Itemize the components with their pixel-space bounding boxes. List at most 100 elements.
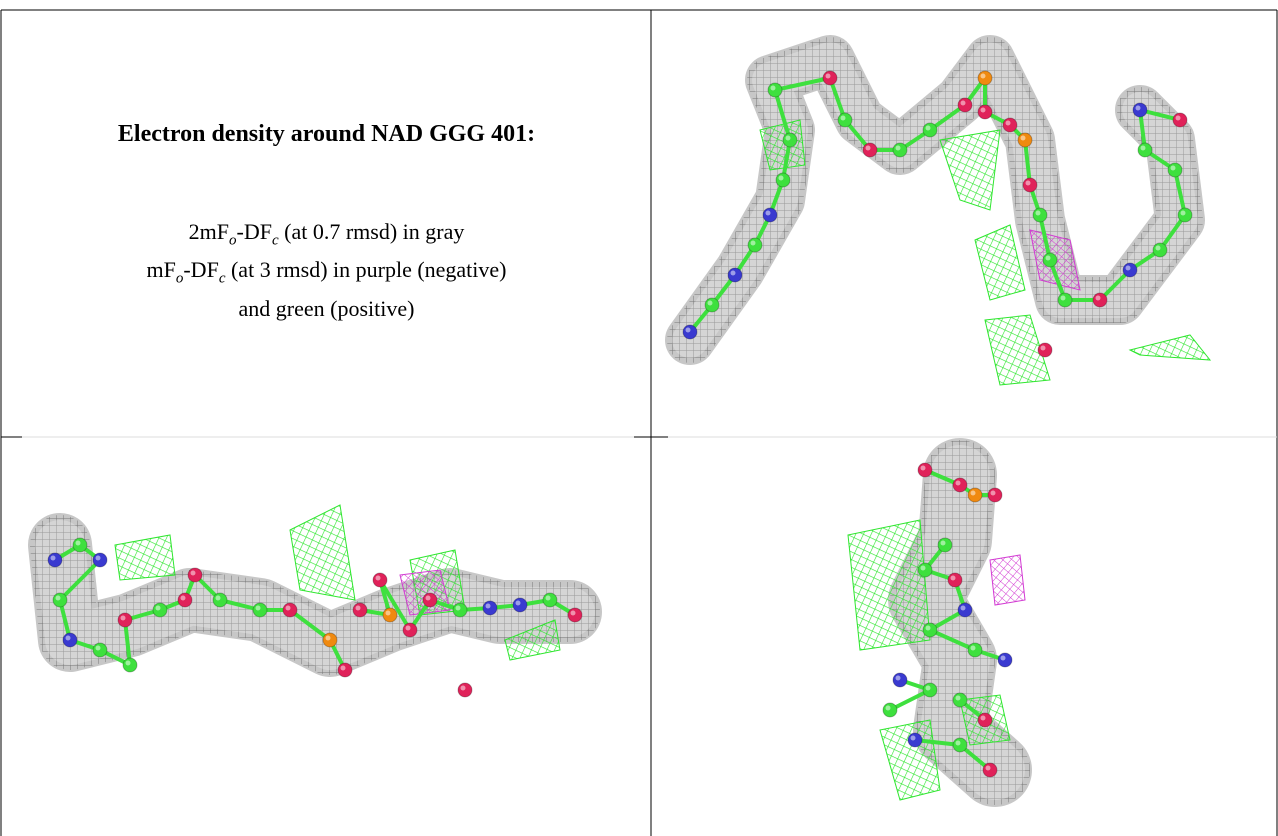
legend-cell: Electron density around NAD GGG 401: 2mF… bbox=[2, 11, 651, 436]
atom-highlight bbox=[571, 611, 576, 616]
text: (at 3 rmsd) in purple (negative) bbox=[225, 257, 506, 282]
atom bbox=[1133, 103, 1147, 117]
atom-highlight bbox=[896, 676, 901, 681]
atom bbox=[1168, 163, 1182, 177]
subscript: c bbox=[272, 232, 279, 248]
atom-highlight bbox=[911, 736, 916, 741]
atom bbox=[483, 601, 497, 615]
atom-highlight bbox=[926, 626, 931, 631]
atom bbox=[953, 478, 967, 492]
atom bbox=[1178, 208, 1192, 222]
atom-highlight bbox=[971, 646, 976, 651]
text: mF bbox=[147, 257, 176, 282]
atom bbox=[373, 573, 387, 587]
atom-highlight bbox=[1096, 296, 1101, 301]
atom-highlight bbox=[191, 571, 196, 576]
atom-highlight bbox=[1046, 256, 1051, 261]
atom bbox=[458, 683, 472, 697]
atom bbox=[983, 763, 997, 777]
positive-density bbox=[940, 130, 1000, 210]
atom bbox=[908, 733, 922, 747]
atom bbox=[453, 603, 467, 617]
atom-highlight bbox=[341, 666, 346, 671]
atom bbox=[188, 568, 202, 582]
atom bbox=[213, 593, 227, 607]
figure-title: Electron density around NAD GGG 401: bbox=[2, 121, 651, 148]
atom-highlight bbox=[56, 596, 61, 601]
atom bbox=[768, 83, 782, 97]
atom bbox=[783, 133, 797, 147]
atom bbox=[923, 623, 937, 637]
page: Electron density around NAD GGG 401: 2mF… bbox=[0, 0, 1278, 836]
atom-highlight bbox=[1061, 296, 1066, 301]
atom bbox=[953, 738, 967, 752]
positive-density bbox=[880, 720, 940, 800]
atom-highlight bbox=[486, 604, 491, 609]
atom-highlight bbox=[1171, 166, 1176, 171]
atom-highlight bbox=[786, 136, 791, 141]
atom-highlight bbox=[951, 576, 956, 581]
atom-highlight bbox=[1036, 211, 1041, 216]
atom-highlight bbox=[926, 686, 931, 691]
atom-highlight bbox=[941, 541, 946, 546]
positive-density bbox=[115, 535, 175, 580]
atom-highlight bbox=[1006, 121, 1011, 126]
atom bbox=[968, 488, 982, 502]
atom bbox=[403, 623, 417, 637]
atom bbox=[748, 238, 762, 252]
atom bbox=[253, 603, 267, 617]
atom-highlight bbox=[751, 241, 756, 246]
atom bbox=[93, 643, 107, 657]
atom bbox=[513, 598, 527, 612]
atom bbox=[883, 703, 897, 717]
atom bbox=[123, 658, 137, 672]
atom bbox=[998, 653, 1012, 667]
atom-highlight bbox=[1126, 266, 1131, 271]
atom-highlight bbox=[708, 301, 713, 306]
atom bbox=[383, 608, 397, 622]
atom-highlight bbox=[1136, 106, 1141, 111]
atom bbox=[938, 538, 952, 552]
atom-highlight bbox=[461, 686, 466, 691]
atom bbox=[978, 105, 992, 119]
atom bbox=[1023, 178, 1037, 192]
atom-highlight bbox=[956, 696, 961, 701]
atom bbox=[178, 593, 192, 607]
atom bbox=[705, 298, 719, 312]
atom-highlight bbox=[51, 556, 56, 561]
atom bbox=[353, 603, 367, 617]
atom bbox=[923, 683, 937, 697]
atom-highlight bbox=[841, 116, 846, 121]
atom bbox=[978, 71, 992, 85]
atom bbox=[1093, 293, 1107, 307]
text: -DF bbox=[183, 257, 218, 282]
atom-highlight bbox=[866, 146, 871, 151]
atom-highlight bbox=[921, 466, 926, 471]
atom bbox=[568, 608, 582, 622]
atom-highlight bbox=[771, 86, 776, 91]
atom-highlight bbox=[779, 176, 784, 181]
atom-highlight bbox=[456, 606, 461, 611]
atom bbox=[338, 663, 352, 677]
legend-line: mFo-DFc (at 3 rmsd) in purple (negative) bbox=[2, 255, 651, 293]
text: 2mF bbox=[189, 219, 229, 244]
atom bbox=[838, 113, 852, 127]
atom-highlight bbox=[326, 636, 331, 641]
atom bbox=[48, 553, 62, 567]
legend-line: 2mFo-DFc (at 0.7 rmsd) in gray bbox=[2, 217, 651, 255]
atom bbox=[63, 633, 77, 647]
atom-highlight bbox=[961, 101, 966, 106]
legend-text: 2mFo-DFc (at 0.7 rmsd) in gray mFo-DFc (… bbox=[2, 217, 651, 324]
atom bbox=[728, 268, 742, 282]
negative-density bbox=[990, 555, 1025, 605]
atom bbox=[1058, 293, 1072, 307]
atom-highlight bbox=[406, 626, 411, 631]
atom-highlight bbox=[96, 556, 101, 561]
atom-highlight bbox=[546, 596, 551, 601]
atom-highlight bbox=[1041, 346, 1046, 351]
atom bbox=[93, 553, 107, 567]
atom-highlight bbox=[961, 606, 966, 611]
atom bbox=[918, 563, 932, 577]
atom-highlight bbox=[386, 611, 391, 616]
atom bbox=[968, 643, 982, 657]
